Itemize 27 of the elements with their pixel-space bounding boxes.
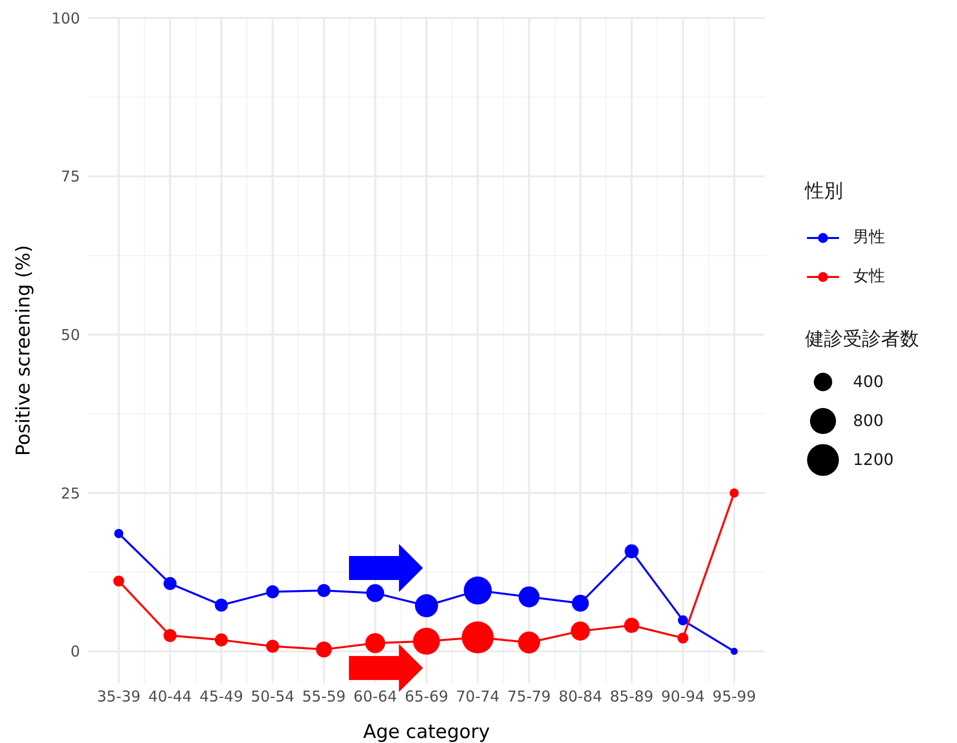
- legend-label: 1200: [853, 450, 894, 469]
- text: 健診受診者数: [805, 327, 919, 352]
- x-tick-label: 95-99: [712, 688, 756, 706]
- x-tick-label: 65-69: [404, 688, 448, 706]
- x-axis-title: Age category: [363, 721, 490, 743]
- x-tick-label: 55-59: [302, 688, 346, 706]
- x-tick-label: 85-89: [610, 688, 654, 706]
- legend-label: 800: [853, 411, 884, 430]
- y-tick-label: 25: [60, 484, 80, 502]
- x-tick-label: 70-74: [456, 688, 500, 706]
- x-tick-label: 80-84: [558, 688, 602, 706]
- y-tick-label: 100: [51, 9, 80, 28]
- x-tick-label: 60-64: [353, 688, 398, 706]
- legend-label: 男性: [853, 227, 885, 248]
- x-tick-label: 90-94: [661, 688, 705, 706]
- legend-label: 400: [853, 372, 884, 391]
- y-axis-title: Positive screening (%): [12, 245, 35, 456]
- x-tick-label: 35-39: [96, 688, 141, 706]
- x-tick-label: 40-44: [148, 688, 192, 706]
- x-tick-label: 50-54: [250, 688, 294, 706]
- legend-title: 性別: [805, 179, 844, 204]
- y-tick-label: 0: [70, 642, 80, 661]
- y-tick-label: 50: [60, 326, 80, 344]
- x-tick-label: 45-49: [200, 688, 244, 706]
- x-tick-label: 75-79: [507, 688, 551, 706]
- legend-label: 女性: [853, 266, 885, 287]
- y-tick-label: 75: [60, 168, 80, 186]
